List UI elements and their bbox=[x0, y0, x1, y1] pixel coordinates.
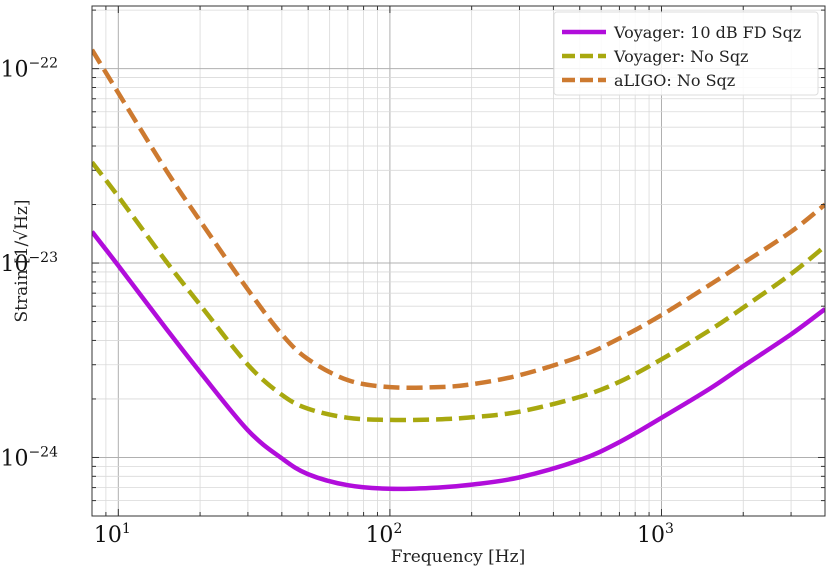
legend-label-1: Voyager: 10 dB FD Sqz bbox=[613, 23, 801, 42]
x-tick-label: 102 bbox=[365, 521, 402, 548]
y-tick-label: 10−24 bbox=[0, 444, 58, 471]
plot-frame bbox=[91, 5, 826, 517]
legend: Voyager: 10 dB FD Sqz Voyager: No Sqz aLIG… bbox=[553, 11, 819, 96]
x-tick-label: 101 bbox=[94, 521, 131, 548]
x-tick-label: 103 bbox=[637, 521, 674, 548]
legend-label-2: Voyager: No Sqz bbox=[613, 47, 748, 66]
series-line-2 bbox=[92, 160, 825, 423]
series-line-3 bbox=[92, 48, 825, 391]
legend-label-3: aLIGO: No Sqz bbox=[614, 71, 735, 90]
series-layer bbox=[92, 48, 825, 492]
y-tick-label: 10−22 bbox=[0, 56, 58, 83]
series-line-1 bbox=[92, 230, 825, 492]
ticks bbox=[91, 6, 826, 517]
x-axis-label: Frequency [Hz] bbox=[391, 547, 525, 567]
legend-box bbox=[553, 11, 819, 96]
y-axis-label: Strain [1/√Hz] bbox=[12, 200, 32, 323]
